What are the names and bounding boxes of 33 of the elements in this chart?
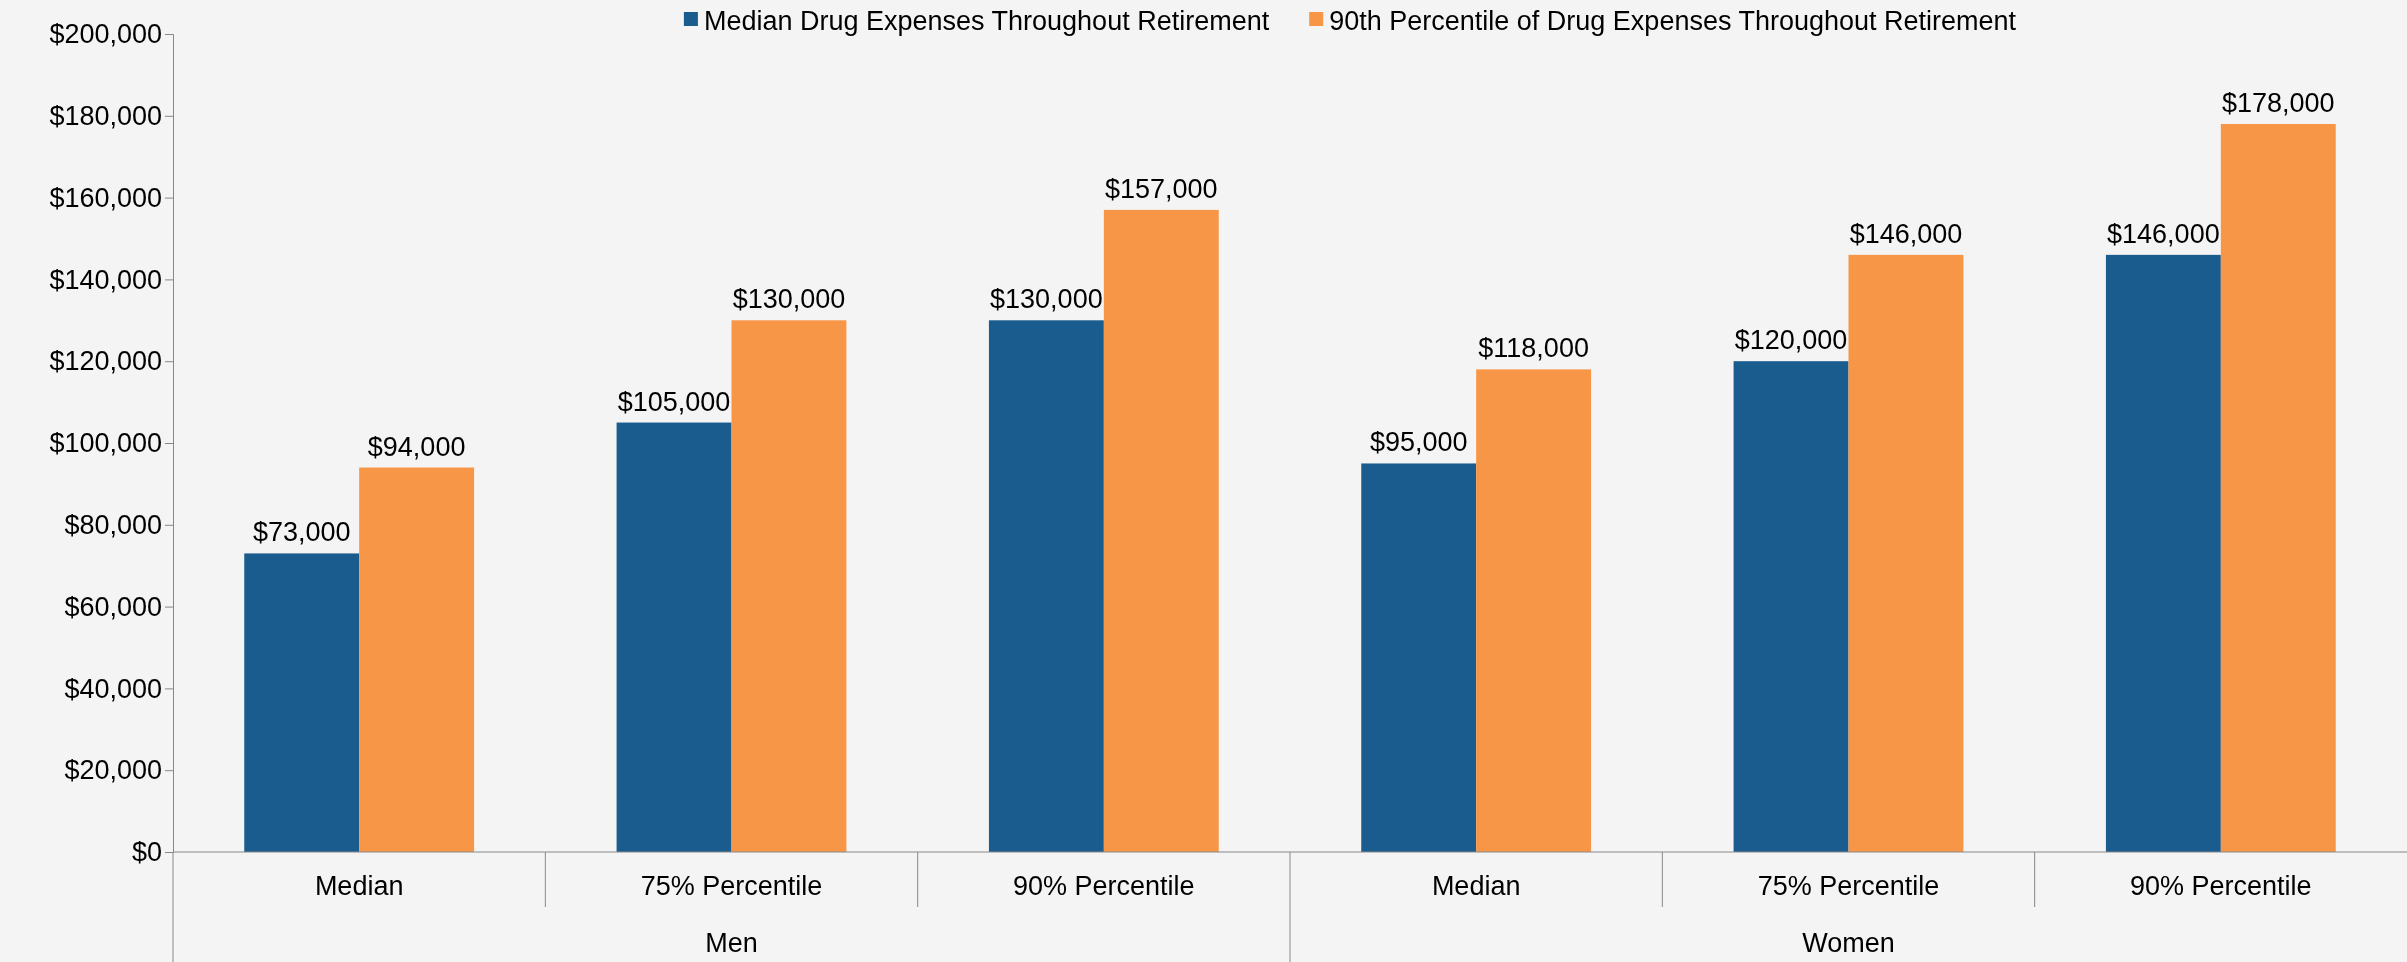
- text: $130,000: [732, 284, 846, 315]
- y-tick-label: $140,000: [49, 264, 162, 295]
- x-tick-label: 75% Percentile: [640, 871, 823, 901]
- text: $118,000: [1478, 333, 1589, 364]
- y-tick-label: $20,000: [64, 755, 162, 786]
- y-tick-label: $120,000: [49, 346, 162, 377]
- text: $94,000: [367, 431, 466, 462]
- x-tick-label: 90% Percentile: [1013, 871, 1195, 901]
- x-tick-label: 75% Percentile: [1757, 871, 1940, 901]
- x-tick-label: Median: [1431, 871, 1521, 901]
- text: $120,000: [1734, 325, 1848, 356]
- y-tick-label: $200,000: [49, 19, 162, 50]
- y-tick-label: $100,000: [49, 428, 162, 459]
- text: $157,000: [1104, 173, 1218, 204]
- text: $146,000: [1849, 218, 1963, 249]
- text: Men: [705, 928, 758, 958]
- y-tick-label: $160,000: [49, 182, 162, 213]
- legend-label: 90th Percentile of Drug Expenses Throughout Retirement: [1329, 5, 2017, 36]
- text: $178,000: [2221, 87, 2335, 118]
- text: $105,000: [617, 386, 731, 417]
- x-tick-label: 90% Percentile: [2130, 871, 2312, 901]
- legend-label: Median Drug Expenses Throughout Retirement: [703, 5, 1270, 36]
- y-tick-label: $80,000: [64, 509, 162, 540]
- text: $130,000: [990, 284, 1103, 315]
- text: $146,000: [2107, 218, 2220, 249]
- text: Women: [1802, 928, 1895, 958]
- y-tick-label: $180,000: [49, 100, 162, 131]
- text: $95,000: [1369, 427, 1468, 458]
- y-tick-label: $40,000: [64, 673, 162, 704]
- y-tick-label: $0: [131, 837, 162, 868]
- x-tick-label: Median: [314, 871, 404, 901]
- text: $73,000: [252, 517, 351, 548]
- y-tick-label: $60,000: [64, 591, 162, 622]
